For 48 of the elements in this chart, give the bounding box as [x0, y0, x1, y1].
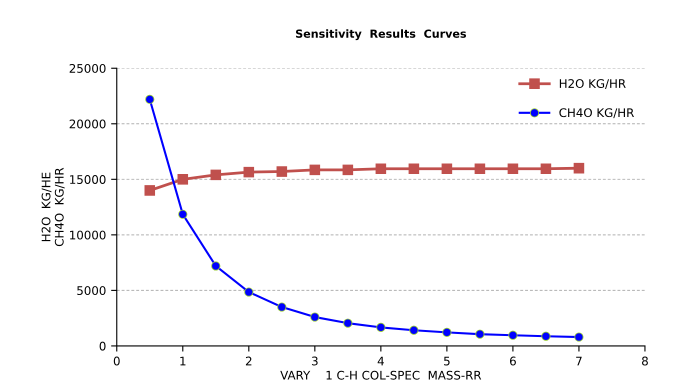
y-tick-label: 0 — [100, 342, 106, 351]
point — [475, 330, 484, 339]
point — [574, 162, 584, 174]
y-tick-label: 5000 — [77, 286, 106, 296]
x-tick-label: 4 — [378, 356, 384, 366]
point — [210, 170, 222, 180]
point — [244, 287, 254, 297]
point — [409, 326, 418, 335]
x-tick-label: 7 — [576, 356, 582, 366]
y-tick-label: 25000 — [70, 64, 106, 73]
point — [508, 330, 518, 340]
x-tick-label: 3 — [312, 356, 318, 366]
point — [376, 163, 386, 174]
point — [343, 318, 352, 328]
point — [310, 164, 320, 176]
point — [376, 322, 386, 332]
legend-label: H2O KG/HR — [560, 79, 626, 89]
point — [178, 174, 188, 185]
point — [442, 163, 452, 174]
point — [574, 332, 584, 342]
y-tick-label: 15000 — [70, 175, 106, 184]
point — [178, 210, 188, 219]
point — [277, 302, 286, 312]
x-tick-label: 5 — [444, 356, 450, 366]
point — [211, 261, 220, 271]
point — [474, 163, 486, 174]
x-tick-label: 2 — [246, 356, 252, 366]
x-tick-label: 1 — [180, 356, 186, 366]
legend-label: CH4O KG/HR — [559, 108, 634, 118]
point — [244, 166, 254, 178]
chart-title: Sensitivity Results Curves — [296, 29, 466, 40]
x-tick-label: 0 — [114, 356, 120, 366]
y-axis-title: H2O KG/HE CH4O KG/HR — [42, 168, 65, 246]
point — [508, 163, 518, 174]
point — [276, 166, 288, 177]
point — [540, 163, 552, 174]
y-tick-label: 20000 — [70, 120, 106, 128]
y-tick-label: 10000 — [70, 230, 106, 240]
point — [408, 163, 420, 174]
point — [145, 94, 154, 104]
x-axis-title: VARY 1 C-H COL-SPEC MASS-RR — [280, 370, 482, 380]
point — [442, 328, 452, 337]
x-tick-label: 6 — [510, 356, 516, 366]
point — [541, 332, 551, 341]
x-tick-label: 8 — [642, 356, 648, 366]
point — [342, 164, 354, 176]
point — [144, 185, 156, 196]
point — [310, 312, 320, 322]
